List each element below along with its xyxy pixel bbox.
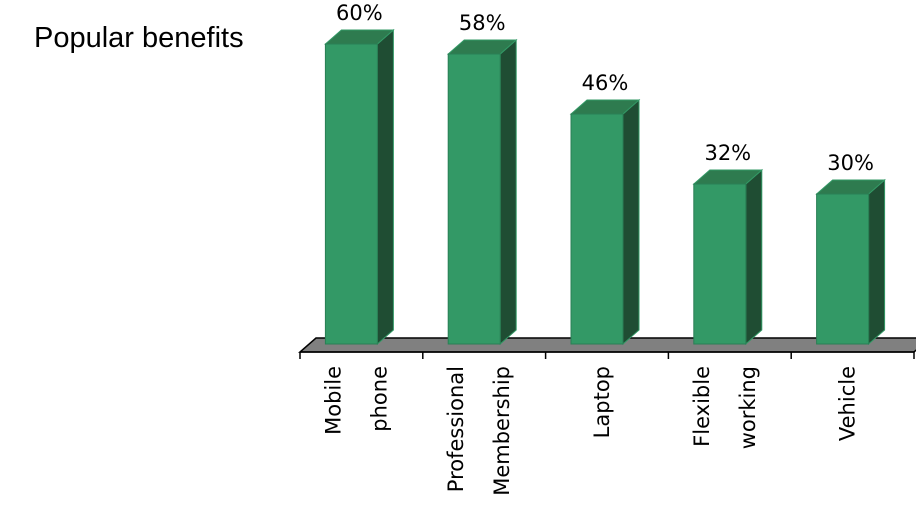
bar-side-face bbox=[376, 28, 394, 346]
data-label: 60% bbox=[336, 1, 383, 25]
chart-title: Popular benefits bbox=[34, 22, 244, 54]
data-label: 46% bbox=[582, 71, 629, 95]
bar bbox=[815, 178, 886, 346]
x-tick-label: Membership bbox=[490, 366, 514, 496]
data-label: 58% bbox=[459, 11, 506, 35]
x-tick-label: Vehicle bbox=[836, 366, 860, 441]
bar bbox=[569, 98, 641, 346]
bar-front-face bbox=[570, 113, 624, 345]
x-tick-label: Professional bbox=[444, 366, 468, 492]
x-tick-label: Flexible bbox=[690, 366, 714, 447]
bar bbox=[446, 38, 518, 346]
data-label: 30% bbox=[827, 151, 874, 175]
bar-front-face bbox=[693, 183, 747, 345]
x-tick-label: phone bbox=[367, 366, 391, 432]
x-tick-label: Laptop bbox=[590, 366, 614, 438]
bar-side-face bbox=[499, 38, 517, 346]
bar-front-face bbox=[816, 193, 870, 345]
bar-side-face bbox=[745, 168, 763, 346]
bar bbox=[324, 28, 395, 346]
bar-side-face bbox=[868, 178, 886, 346]
bar-side-face bbox=[622, 98, 640, 346]
bar bbox=[692, 168, 764, 346]
bar-front-face bbox=[447, 53, 501, 345]
data-label: 32% bbox=[704, 141, 751, 165]
x-tick-label: working bbox=[736, 366, 760, 449]
x-tick-label: Mobile bbox=[321, 366, 345, 435]
bar-front-face bbox=[324, 43, 378, 345]
